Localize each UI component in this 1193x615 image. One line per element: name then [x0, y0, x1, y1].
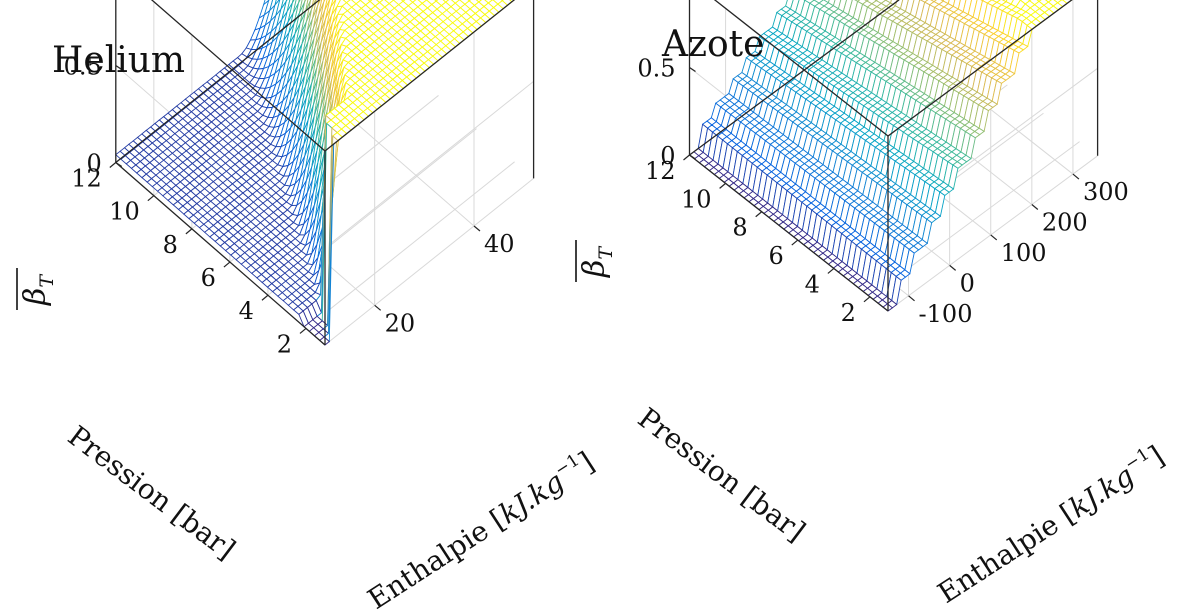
z-tick-mark — [115, 162, 123, 167]
h-tick-mark — [1072, 173, 1080, 180]
h-tick-label: 40 — [484, 230, 515, 258]
grid-line-back-z — [324, 178, 534, 346]
z-tick-mark — [115, 65, 123, 70]
h-tick-mark — [990, 234, 998, 241]
azote-box-edges — [688, 0, 1099, 312]
h-tick-mark — [1031, 204, 1039, 210]
helium-box-edges — [115, 0, 535, 346]
azote-pressure-label: Pression [bar] — [632, 401, 812, 548]
p-tick-label: 4 — [805, 270, 820, 298]
helium-z-label: βT — [16, 268, 58, 310]
p-tick-mark — [755, 211, 763, 218]
azote-surface — [688, 0, 1073, 312]
h-tick-mark — [374, 304, 382, 311]
z-tick-label: 0 — [87, 150, 102, 178]
z-tick-label: 0.5 — [637, 55, 675, 83]
box-edge — [150, 0, 326, 152]
p-tick-label: 6 — [201, 264, 216, 292]
p-tick-mark — [147, 195, 155, 202]
p-tick-mark — [791, 239, 799, 246]
p-tick-mark — [223, 261, 231, 268]
azote-z-label-beta: β — [577, 260, 612, 278]
p-tick-mark — [719, 182, 726, 189]
p-tick-label: 6 — [768, 242, 783, 270]
box-edge-front — [689, 0, 900, 156]
h-tick-label: 100 — [1001, 239, 1047, 267]
box-edge — [324, 0, 516, 152]
helium-panel: 00.51246810122040 Helium βT Pression [ba… — [16, 0, 600, 615]
h-tick-label: 300 — [1083, 178, 1129, 206]
svg-text:βT: βT — [577, 246, 617, 278]
p-tick-label: 10 — [109, 198, 140, 226]
box-edge — [713, 0, 889, 137]
z-tick-mark — [689, 67, 696, 72]
box-edge-front — [689, 154, 889, 312]
p-tick-label: 2 — [841, 299, 856, 327]
p-tick-mark — [683, 154, 690, 161]
svg-text:βT: βT — [18, 274, 58, 306]
p-tick-mark — [185, 228, 193, 235]
helium-ticks: 00.51246810122040 — [64, 53, 515, 359]
h-tick-label: 200 — [1042, 208, 1088, 236]
grid-line-back-z — [887, 155, 1098, 312]
helium-enthalpy-label: Enthalpie [kJ.kg−1] — [361, 444, 600, 615]
p-tick-label: 2 — [277, 330, 292, 358]
azote-z-label: βT — [575, 240, 617, 282]
p-tick-label: 4 — [239, 297, 254, 325]
h-tick-mark — [908, 295, 915, 302]
h-tick-label: 20 — [385, 309, 416, 337]
z-tick-label: 0 — [660, 142, 675, 170]
box-edge — [887, 0, 1073, 137]
helium-title: Helium — [52, 40, 185, 81]
p-tick-mark — [299, 327, 307, 334]
p-tick-label: 8 — [163, 231, 178, 259]
helium-pressure-label: Pression [bar] — [62, 419, 242, 566]
p-tick-mark — [827, 267, 835, 274]
p-tick-mark — [863, 296, 871, 303]
grid-line-back-z — [324, 81, 534, 249]
p-tick-label: 12 — [645, 157, 676, 185]
p-tick-mark — [109, 162, 117, 168]
grid-line-floor-p — [305, 161, 515, 329]
box-edge-front — [115, 0, 321, 164]
h-tick-label: 0 — [960, 269, 975, 297]
helium-z-label-beta: β — [18, 288, 53, 306]
azote-title: Azote — [661, 24, 764, 65]
h-tick-mark — [949, 264, 957, 271]
p-tick-label: 8 — [732, 214, 747, 242]
z-tick-mark — [689, 154, 696, 160]
z-tick-label: 0.5 — [64, 53, 102, 81]
p-tick-label: 12 — [71, 165, 102, 193]
h-tick-label: -100 — [919, 300, 973, 328]
h-tick-mark — [473, 225, 481, 232]
azote-enthalpy-label: Enthalpie [kJ.kg−1] — [931, 438, 1170, 609]
helium-z-label-sub: T — [36, 274, 58, 288]
p-tick-mark — [261, 294, 269, 301]
azote-z-label-sub: T — [595, 246, 617, 260]
box-edge-front — [115, 162, 326, 346]
p-tick-label: 10 — [681, 185, 712, 213]
